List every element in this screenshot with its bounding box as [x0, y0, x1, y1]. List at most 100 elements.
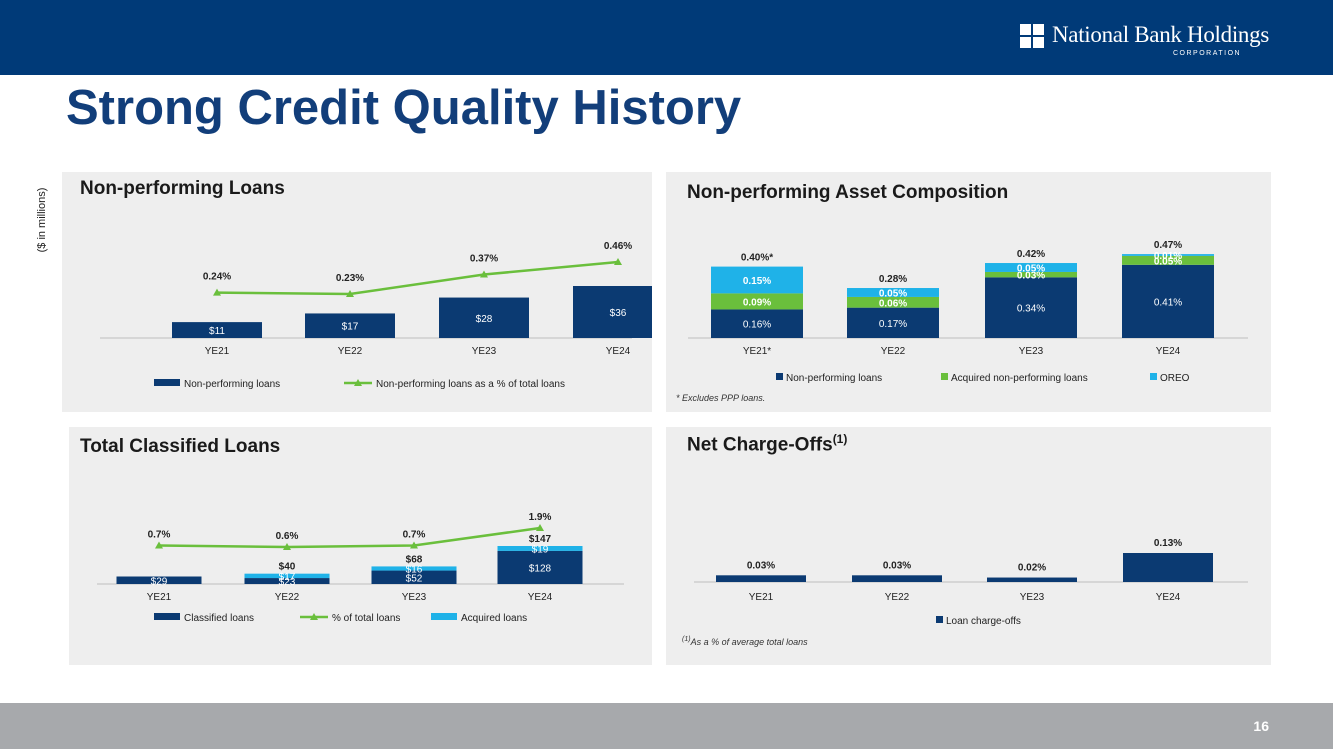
- x-tick-label: YE22: [885, 592, 910, 603]
- legend-label: Acquired loans: [461, 613, 527, 624]
- page-number: 16: [1253, 718, 1269, 734]
- x-tick-label: YE22: [881, 346, 906, 357]
- bar-segment: [1122, 255, 1214, 265]
- line-value-label: 0.7%: [148, 530, 171, 541]
- bar-segment: [497, 550, 583, 584]
- line-point: [410, 541, 418, 549]
- x-tick-label: YE21: [205, 346, 230, 357]
- legend-label: Acquired non-performing loans: [951, 373, 1088, 384]
- panel-non-performing-loans: Non-performing Loans $11 YE21 $17 YE22 $28 YE…: [62, 172, 652, 412]
- x-tick-label: YE21*: [743, 346, 771, 357]
- line-point: [614, 258, 622, 265]
- bar: [172, 322, 262, 338]
- panel-title: Non-performing Loans: [80, 178, 285, 199]
- segment-value-label: 0.34%: [1017, 304, 1045, 315]
- segment-value-label: $19: [532, 544, 549, 555]
- segment-value-label: $128: [529, 563, 552, 574]
- line-point: [155, 541, 163, 549]
- legend-swatch: [941, 373, 948, 380]
- segment-value-label: 0.03%: [1017, 271, 1045, 282]
- total-label: 0.40%*: [741, 253, 773, 264]
- series-line: [158, 526, 541, 549]
- bar-value-label: $17: [342, 322, 359, 333]
- legend-marker: [310, 613, 318, 620]
- footnote: (1)As a % of average total loans: [682, 636, 808, 647]
- line-point: [283, 543, 291, 550]
- line-value-label: 0.24%: [203, 272, 231, 283]
- x-tick-label: YE23: [402, 592, 427, 603]
- line-value-label: 1.9%: [529, 512, 552, 523]
- line-point: [213, 288, 221, 296]
- bar-segment: [244, 578, 330, 584]
- bar-segment: [371, 570, 457, 584]
- bar-segment: [244, 573, 330, 579]
- segment-value-label: 0.41%: [1154, 297, 1182, 308]
- segment-value-label: 0.06%: [879, 298, 907, 309]
- total-label: 0.47%: [1154, 240, 1182, 251]
- bar-segment: [985, 277, 1077, 338]
- segment-value-label: 0.16%: [743, 320, 771, 331]
- bar-value-label: 0.03%: [883, 560, 911, 571]
- logo-name: National Bank Holdings: [1052, 22, 1269, 47]
- legend-swatch: [431, 613, 457, 620]
- segment-value-label: 0.05%: [879, 288, 907, 299]
- panel-npa-composition: Non-performing Asset Composition 0.16% 0.…: [666, 172, 1271, 412]
- bar: [987, 577, 1077, 582]
- bar-segment: [711, 309, 803, 338]
- chart-npa-composition: 0.16%0.09%0.15%0.40%*YE21*0.17%0.06%0.05…: [688, 240, 1248, 384]
- logo-subtitle: CORPORATION: [1173, 50, 1242, 57]
- x-tick-label: YE21: [147, 592, 172, 603]
- panel-net-charge-offs: Net Charge-Offs(1) 0.03% YE21 0.03% YE22 0.0…: [666, 427, 1271, 665]
- x-tick-label: YE24: [1156, 346, 1181, 357]
- bar-segment: [847, 288, 939, 297]
- bar-segment: [116, 576, 202, 584]
- footnote: * Excludes PPP loans.: [676, 393, 766, 403]
- bar: [716, 575, 806, 582]
- line-point: [346, 290, 354, 297]
- page-title: Strong Credit Quality History: [66, 81, 742, 135]
- segment-value-label: 0.01%: [1154, 251, 1182, 262]
- legend-marker: [354, 379, 362, 386]
- x-tick-label: YE24: [528, 592, 553, 603]
- line-value-label: 0.46%: [604, 241, 632, 252]
- legend-label: % of total loans: [332, 613, 400, 624]
- legend-label: OREO: [1160, 373, 1190, 384]
- bar-segment: [711, 293, 803, 310]
- bar-segment: [847, 296, 939, 308]
- logo-icon: [1020, 24, 1046, 50]
- bar-value-label: $28: [476, 314, 493, 325]
- bar-segment: [1122, 254, 1214, 256]
- x-tick-label: YE23: [472, 346, 497, 357]
- panel-total-classified-loans: Total Classified Loans $29 YE21 $23 $17 $40 Y…: [69, 427, 652, 665]
- chart-non-performing-loans: $11 YE21 $17 YE22 $28 YE23 $36 YE24 0.24% 0.23% 0.…: [100, 241, 652, 390]
- units-label: ($ in millions): [36, 187, 48, 253]
- bar: [1123, 553, 1213, 582]
- segment-value-label: 0.05%: [1154, 256, 1182, 267]
- segment-value-label: $16: [406, 564, 423, 575]
- segment-value-label: $52: [406, 573, 423, 584]
- bar-value-label: $36: [610, 308, 627, 319]
- legend-swatch: [936, 616, 943, 623]
- x-tick-label: YE24: [1156, 592, 1181, 603]
- legend-label: Non-performing loans: [786, 373, 882, 384]
- x-tick-label: YE21: [749, 592, 774, 603]
- bar: [573, 286, 652, 338]
- bar-segment: [985, 263, 1077, 272]
- bar-segment: [371, 566, 457, 571]
- bar-segment: [1122, 264, 1214, 338]
- segment-value-label: 0.09%: [743, 297, 771, 308]
- bar: [305, 313, 395, 338]
- bar-value-label: 0.02%: [1018, 563, 1046, 574]
- line-value-label: 0.37%: [470, 254, 498, 265]
- line-value-label: 0.7%: [403, 530, 426, 541]
- legend-swatch: [1150, 373, 1157, 380]
- legend-swatch: [154, 613, 180, 620]
- x-tick-label: YE24: [606, 346, 631, 357]
- x-tick-label: YE22: [338, 346, 363, 357]
- segment-value-label: $17: [279, 572, 296, 583]
- legend-label: Loan charge-offs: [946, 616, 1021, 627]
- bar-value-label: 0.13%: [1154, 538, 1182, 549]
- line-point: [480, 270, 488, 278]
- line-value-label: 0.23%: [336, 273, 364, 284]
- legend-label: Classified loans: [184, 613, 254, 624]
